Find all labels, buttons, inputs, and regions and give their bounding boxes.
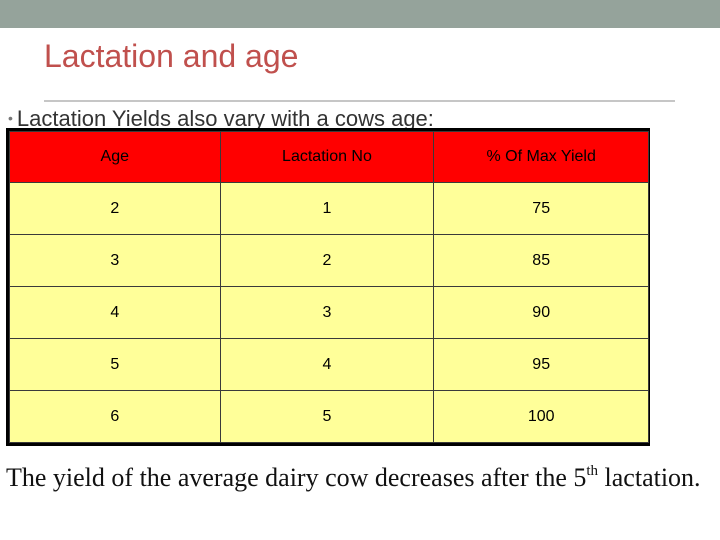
caption-ordinal-suffix: th [586, 463, 599, 479]
caption-end: lactation. [598, 463, 701, 492]
cell-percent-max-yield: 95 [433, 338, 649, 391]
table-row: 4 3 90 [9, 286, 649, 339]
bullet-point: • Lactation Yields also vary with a cows … [8, 103, 434, 129]
cell-age: 5 [9, 338, 221, 391]
table-row: 5 4 95 [9, 338, 649, 391]
cell-lactation-no: 3 [219, 286, 435, 339]
table-row: 3 2 85 [9, 234, 649, 287]
cell-lactation-no: 4 [219, 338, 435, 391]
table-row: 2 1 75 [9, 182, 649, 235]
top-accent-bar [0, 0, 720, 28]
header-age: Age [9, 131, 221, 183]
cell-lactation-no: 2 [219, 234, 435, 287]
cell-age: 4 [9, 286, 221, 339]
cell-lactation-no: 1 [219, 182, 435, 235]
header-percent-max-yield: % Of Max Yield [433, 131, 649, 183]
title-divider [44, 100, 675, 102]
cell-lactation-no: 5 [219, 390, 435, 443]
cell-age: 6 [9, 390, 221, 443]
cell-percent-max-yield: 90 [433, 286, 649, 339]
cell-age: 3 [9, 234, 221, 287]
lactation-table-frame: Age Lactation No % Of Max Yield 2 1 75 3… [6, 128, 650, 446]
cell-percent-max-yield: 100 [433, 390, 649, 443]
cell-percent-max-yield: 85 [433, 234, 649, 287]
table-row: 6 5 100 [9, 390, 649, 443]
lactation-table: Age Lactation No % Of Max Yield 2 1 75 3… [9, 131, 649, 443]
caption-main: The yield of the average dairy cow decre… [6, 463, 587, 492]
header-lactation-no: Lactation No [219, 131, 435, 183]
caption-text: The yield of the average dairy cow decre… [6, 461, 706, 494]
bullet-text: Lactation Yields also vary with a cows a… [16, 106, 434, 129]
slide-title: Lactation and age [44, 38, 299, 74]
cell-percent-max-yield: 75 [433, 182, 649, 235]
bullet-dot-icon: • [8, 110, 13, 126]
table-header-row: Age Lactation No % Of Max Yield [9, 131, 649, 183]
cell-age: 2 [9, 182, 221, 235]
